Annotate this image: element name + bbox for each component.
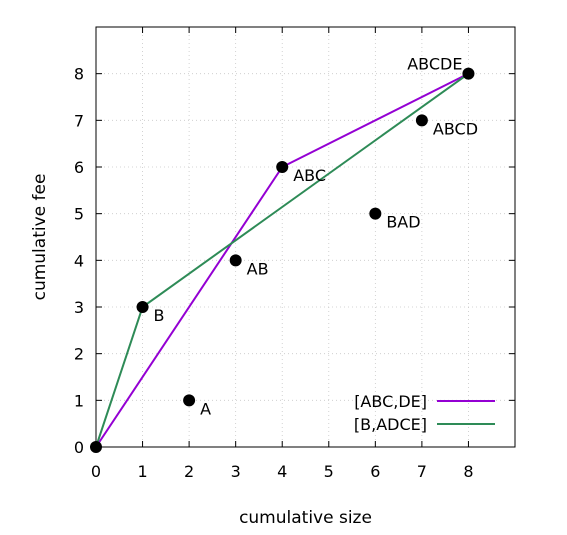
x-tick-label: 8: [463, 462, 473, 481]
x-axis-title: cumulative size: [239, 508, 372, 528]
data-point-B: [136, 301, 149, 313]
data-point-ABCDE: [462, 67, 475, 80]
x-tick-label: 0: [91, 462, 101, 481]
y-tick-label: 3: [74, 298, 84, 317]
x-tick-label: 2: [184, 462, 194, 481]
point-label-ABCDE: ABCDE: [407, 55, 462, 74]
data-point-BAD: [369, 207, 382, 220]
legend-label-1: [ABC,DE]: [354, 392, 427, 411]
x-tick-label: 6: [370, 462, 380, 481]
grid: [96, 27, 515, 447]
axis-ticks: 0 1 2 3 4 5 6 7 8 0 1 2 3 4 5 6 7 8: [74, 27, 515, 481]
x-tick-label: 3: [231, 462, 241, 481]
x-tick-label: 1: [137, 462, 147, 481]
y-tick-label: 5: [74, 205, 84, 224]
y-tick-label: 4: [74, 251, 84, 270]
plot-frame: [95, 26, 516, 448]
data-point-ABC: [276, 161, 289, 173]
data-point-ABCD: [415, 114, 428, 127]
data-points: [90, 67, 475, 453]
y-tick-label: 2: [74, 345, 84, 364]
x-tick-label: 4: [277, 462, 287, 481]
y-tick-label: 1: [74, 391, 84, 410]
point-label-AB: AB: [247, 259, 269, 278]
x-tick-label: 5: [324, 462, 334, 481]
point-label-B: B: [154, 306, 165, 325]
point-label-ABCD: ABCD: [433, 119, 478, 138]
point-label-A: A: [200, 399, 211, 418]
y-tick-label: 8: [74, 65, 84, 84]
data-point-A: [183, 394, 196, 407]
data-point-AB: [229, 254, 242, 267]
legend: [ABC,DE] [B,ADCE]: [354, 392, 495, 434]
point-label-BAD: BAD: [386, 213, 420, 232]
y-axis-title: cumulative fee: [30, 174, 50, 301]
y-tick-label: 7: [74, 111, 84, 130]
x-tick-label: 7: [417, 462, 427, 481]
y-tick-label: 0: [74, 438, 84, 457]
legend-label-2: [B,ADCE]: [354, 415, 427, 434]
y-tick-label: 6: [74, 158, 84, 177]
point-label-ABC: ABC: [293, 166, 326, 185]
